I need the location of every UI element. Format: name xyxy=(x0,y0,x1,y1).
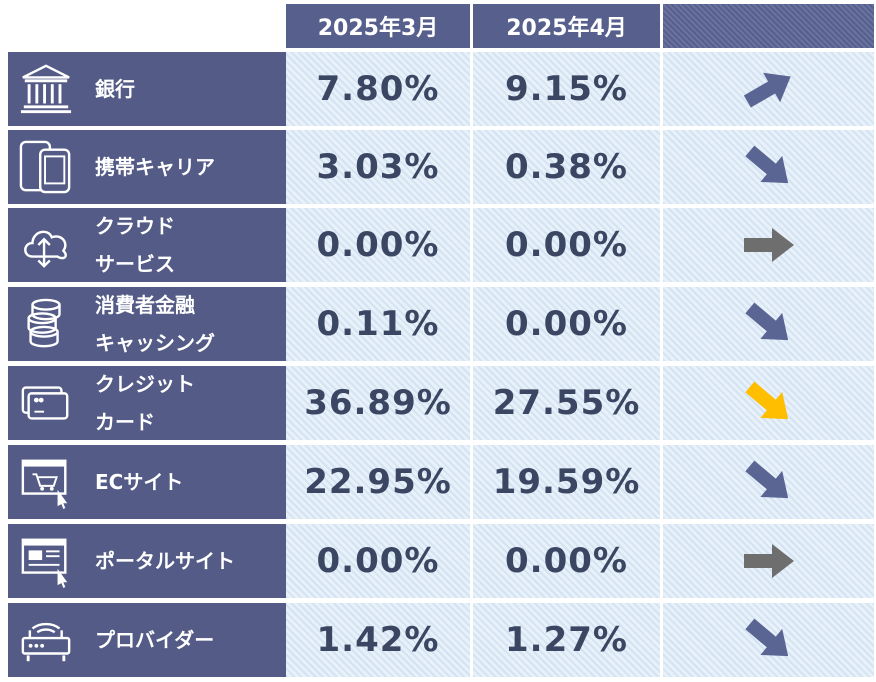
shopping-cart-icon xyxy=(21,459,68,509)
table-row: プロバイダー 1.42% 1.27% xyxy=(8,603,874,677)
trend-cell xyxy=(663,52,874,126)
trend-cell xyxy=(663,130,874,204)
april-value-cell: 27.55% xyxy=(473,366,660,440)
march-value-cell: 0.00% xyxy=(286,524,470,598)
march-value-cell: 36.89% xyxy=(286,366,470,440)
march-value-cell: 3.03% xyxy=(286,130,470,204)
row-label-line: 携帯キャリア xyxy=(95,155,215,179)
row-label: プロバイダー xyxy=(95,603,285,677)
table-row: ポータルサイト 0.00% 0.00% xyxy=(8,524,874,598)
trend-cell xyxy=(663,366,874,440)
april-value-cell: 9.15% xyxy=(473,52,660,126)
april-value-cell: 1.27% xyxy=(473,603,660,677)
trend-cell xyxy=(663,208,874,282)
trend-cell xyxy=(663,445,874,519)
trend-arrow-icon xyxy=(743,72,791,108)
row-label: 携帯キャリア xyxy=(95,130,285,204)
table-row: 銀行 7.80% 9.15% xyxy=(8,52,874,126)
row-label: クラウド サービス xyxy=(95,208,285,282)
credit-card-icon xyxy=(21,386,69,420)
mobile-phone-icon xyxy=(19,140,71,194)
row-label-line: カード xyxy=(95,410,155,434)
trend-arrow-icon xyxy=(744,618,788,657)
coins-icon xyxy=(27,298,61,348)
header-april: 2025年4月 xyxy=(473,4,660,48)
trend-arrow-icon xyxy=(743,544,794,578)
row-label-line: プロバイダー xyxy=(95,628,215,652)
trend-arrow-icon xyxy=(744,145,788,184)
row-label-line: ポータルサイト xyxy=(95,549,235,573)
march-value-cell: 0.11% xyxy=(286,287,470,361)
table-row: 消費者金融 キャッシング 0.11% 0.00% xyxy=(8,287,874,361)
row-label-cell: プロバイダー xyxy=(8,603,286,677)
header-trend xyxy=(663,4,874,48)
row-label-cell: ポータルサイト xyxy=(8,524,286,598)
row-label-cell: 消費者金融キャッシング xyxy=(8,287,286,361)
trend-cell xyxy=(663,603,874,677)
april-value-cell: 0.00% xyxy=(473,524,660,598)
row-label: 消費者金融キャッシング xyxy=(95,287,285,361)
row-label-cell: 銀行 xyxy=(8,52,286,126)
trend-arrow-icon xyxy=(744,381,788,420)
trend-arrow-icon xyxy=(743,228,794,262)
row-label-cell: クラウド サービス xyxy=(8,208,286,282)
portal-site-icon xyxy=(21,538,68,588)
row-label-line: 銀行 xyxy=(95,77,135,101)
row-label-cell: 携帯キャリア xyxy=(8,130,286,204)
router-icon xyxy=(21,622,71,662)
row-label: 銀行 xyxy=(95,52,285,126)
trend-arrow-icon xyxy=(744,460,788,499)
row-label-line: クラウド xyxy=(95,214,175,238)
trend-arrow-icon xyxy=(744,302,788,341)
table-row: ECサイト 22.95% 19.59% xyxy=(8,445,874,519)
cloud-icon xyxy=(24,230,67,268)
march-value-cell: 1.42% xyxy=(286,603,470,677)
row-label-cell: クレジット カード xyxy=(8,366,286,440)
row-label-line: サービス xyxy=(95,252,175,276)
row-label: ECサイト xyxy=(95,445,285,519)
april-value-cell: 0.00% xyxy=(473,287,660,361)
row-label-line: クレジット xyxy=(95,372,195,396)
trend-cell xyxy=(663,287,874,361)
row-label-cell: ECサイト xyxy=(8,445,286,519)
table-row: クレジット カード 36.89% 27.55% xyxy=(8,366,874,440)
table-row: クラウド サービス 0.00% 0.00% xyxy=(8,208,874,282)
row-label-line: 消費者金融 xyxy=(95,293,195,317)
row-label-line: キャッシング xyxy=(95,331,215,355)
row-label: クレジット カード xyxy=(95,366,285,440)
march-value-cell: 22.95% xyxy=(286,445,470,519)
bank-icon xyxy=(20,64,72,114)
table-row: 携帯キャリア 3.03% 0.38% xyxy=(8,130,874,204)
trend-cell xyxy=(663,524,874,598)
april-value-cell: 19.59% xyxy=(473,445,660,519)
april-value-cell: 0.38% xyxy=(473,130,660,204)
march-value-cell: 0.00% xyxy=(286,208,470,282)
march-value-cell: 7.80% xyxy=(286,52,470,126)
header-march: 2025年3月 xyxy=(286,4,470,48)
april-value-cell: 0.00% xyxy=(473,208,660,282)
row-label-line: ECサイト xyxy=(95,470,184,494)
row-label: ポータルサイト xyxy=(95,524,285,598)
